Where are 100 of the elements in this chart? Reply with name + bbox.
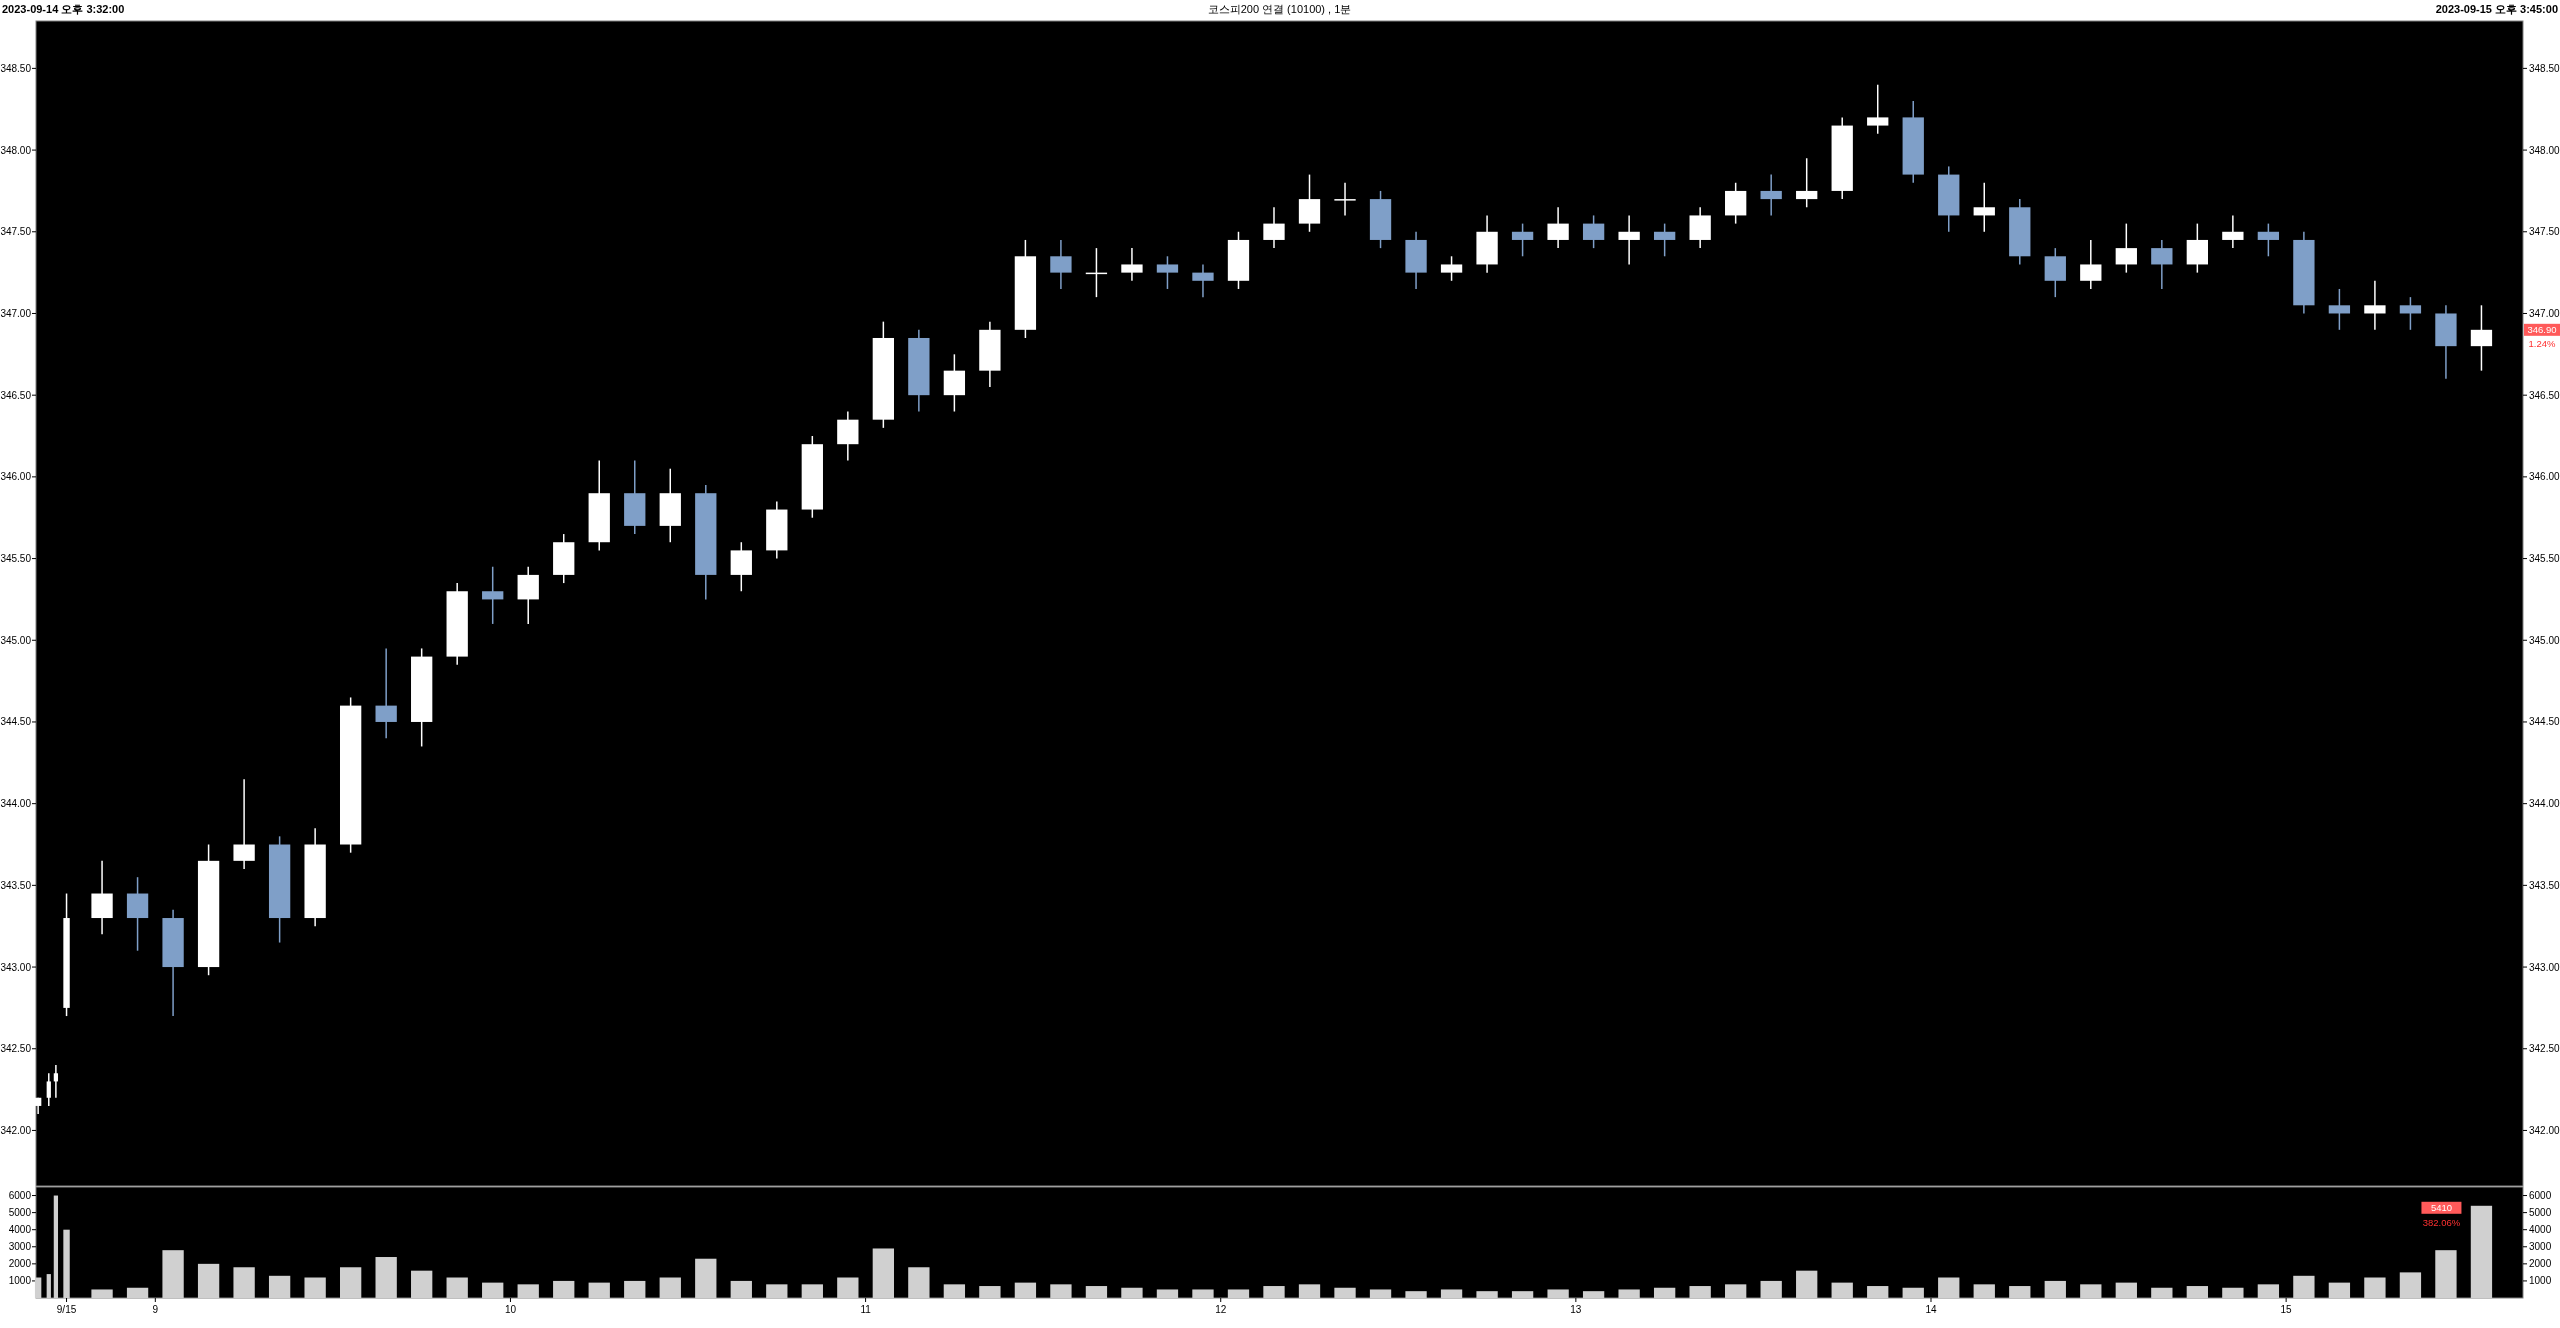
bar xyxy=(1760,1280,1782,1298)
y2-tick-label: 348.00 xyxy=(2529,144,2560,156)
bar xyxy=(233,1267,255,1298)
candlestick xyxy=(1867,83,1889,135)
candlestick xyxy=(1511,222,1534,258)
bar xyxy=(1014,1282,1037,1298)
y-tick-label: 1000 xyxy=(8,1275,32,1287)
bar xyxy=(766,1284,788,1298)
bar xyxy=(2293,1275,2315,1298)
bar xyxy=(1405,1291,1427,1298)
y2-tick-label: 346.50 xyxy=(2529,389,2560,401)
bar xyxy=(872,1248,894,1298)
y2-tick-label: 347.00 xyxy=(2529,307,2560,319)
bar xyxy=(2115,1282,2137,1298)
y2-tick-label: 2000 xyxy=(2529,1258,2552,1270)
candlestick xyxy=(2115,222,2137,274)
bar xyxy=(1725,1284,1747,1298)
y2-tick-label: 4000 xyxy=(2529,1224,2552,1236)
y-tick-label: 346.00 xyxy=(0,471,32,483)
y2-tick-label: 345.50 xyxy=(2529,553,2560,565)
candlestick xyxy=(1156,255,1179,290)
bar xyxy=(659,1277,681,1298)
candlestick xyxy=(1618,214,1640,266)
candlestick xyxy=(1192,263,1214,298)
y-tick-label: 5000 xyxy=(8,1207,32,1219)
bar xyxy=(1867,1286,1889,1298)
bar xyxy=(197,1263,220,1298)
candlestick xyxy=(1796,157,1818,209)
candlestick xyxy=(2399,296,2422,331)
y-tick-label: 347.00 xyxy=(0,307,32,319)
y2-tick-label: 3000 xyxy=(2529,1241,2552,1253)
y-tick-label: 4000 xyxy=(8,1224,32,1236)
candlestick xyxy=(482,565,504,625)
bar xyxy=(801,1284,823,1298)
y-tick-label: 343.00 xyxy=(0,961,32,973)
y-tick-label: 348.50 xyxy=(0,62,32,74)
y2-tick-label: 342.00 xyxy=(2529,1124,2560,1136)
bar xyxy=(1653,1287,1676,1298)
bar xyxy=(553,1280,575,1298)
bar xyxy=(837,1277,859,1298)
y-tick-label: 348.00 xyxy=(0,144,32,156)
candlestick xyxy=(1973,182,1995,233)
bar xyxy=(1831,1282,1853,1298)
bar xyxy=(1440,1289,1463,1298)
text: 346.90 xyxy=(2527,324,2557,336)
y-tick-label: 2000 xyxy=(8,1258,32,1270)
bar xyxy=(1263,1286,1285,1298)
bar xyxy=(2328,1282,2351,1298)
y-tick-label: 345.00 xyxy=(0,634,32,646)
bar xyxy=(1689,1286,1711,1298)
bar xyxy=(304,1277,326,1298)
bar xyxy=(1298,1284,1321,1298)
bar xyxy=(730,1280,752,1298)
y-tick-label: 342.50 xyxy=(0,1043,32,1055)
x-tick-label: 11 xyxy=(860,1304,872,1315)
x-tick-label: 12 xyxy=(1215,1304,1227,1315)
bar xyxy=(1938,1277,1960,1298)
bar xyxy=(375,1257,397,1298)
text: 2023-09-14 오후 3:32:00 xyxy=(2,3,125,15)
candlestick xyxy=(2080,239,2102,290)
bar xyxy=(446,1277,468,1298)
bar xyxy=(588,1282,610,1298)
bar xyxy=(268,1275,291,1298)
y2-tick-label: 1000 xyxy=(2529,1275,2552,1287)
y-tick-label: 6000 xyxy=(8,1190,32,1202)
x-tick-label: 10 xyxy=(504,1304,517,1315)
y2-tick-label: 343.00 xyxy=(2529,961,2560,973)
bar xyxy=(162,1250,184,1298)
bar xyxy=(1227,1289,1250,1298)
candlestick xyxy=(1440,255,1463,282)
bar xyxy=(2151,1287,2173,1298)
y2-tick-label: 344.00 xyxy=(2529,798,2560,810)
x-tick-label: 9/15 xyxy=(56,1304,77,1315)
bar xyxy=(624,1280,646,1298)
text: 1.24% xyxy=(2528,337,2557,349)
bar xyxy=(1192,1289,1214,1298)
annotation: 5410 xyxy=(2430,1202,2453,1214)
candlestick xyxy=(1760,173,1782,217)
bar xyxy=(1156,1289,1179,1298)
bar xyxy=(91,1289,113,1298)
y-tick-label: 347.50 xyxy=(0,226,32,238)
y2-tick-label: 342.50 xyxy=(2529,1043,2560,1055)
candlestick xyxy=(2328,288,2351,331)
bar xyxy=(2364,1277,2386,1298)
candlestick xyxy=(1582,214,1605,249)
x-tick-label: 14 xyxy=(1925,1304,1937,1315)
bar xyxy=(2399,1272,2422,1298)
bar xyxy=(695,1258,717,1298)
bar xyxy=(2009,1286,2031,1298)
x-tick-label: 13 xyxy=(1570,1304,1582,1315)
bar xyxy=(1618,1289,1640,1298)
candlestick xyxy=(1547,206,1569,249)
candlestick xyxy=(2151,239,2173,290)
y-tick-label: 342.00 xyxy=(0,1124,32,1136)
chart-title: 코스피200 연결 (10100) , 1분 xyxy=(1207,3,1352,15)
y2-tick-label: 344.50 xyxy=(2529,716,2560,728)
candlestick xyxy=(1121,247,1143,282)
y2-tick-label: 348.50 xyxy=(2529,62,2560,74)
candlestick xyxy=(2364,280,2386,331)
bar xyxy=(1973,1284,1995,1298)
